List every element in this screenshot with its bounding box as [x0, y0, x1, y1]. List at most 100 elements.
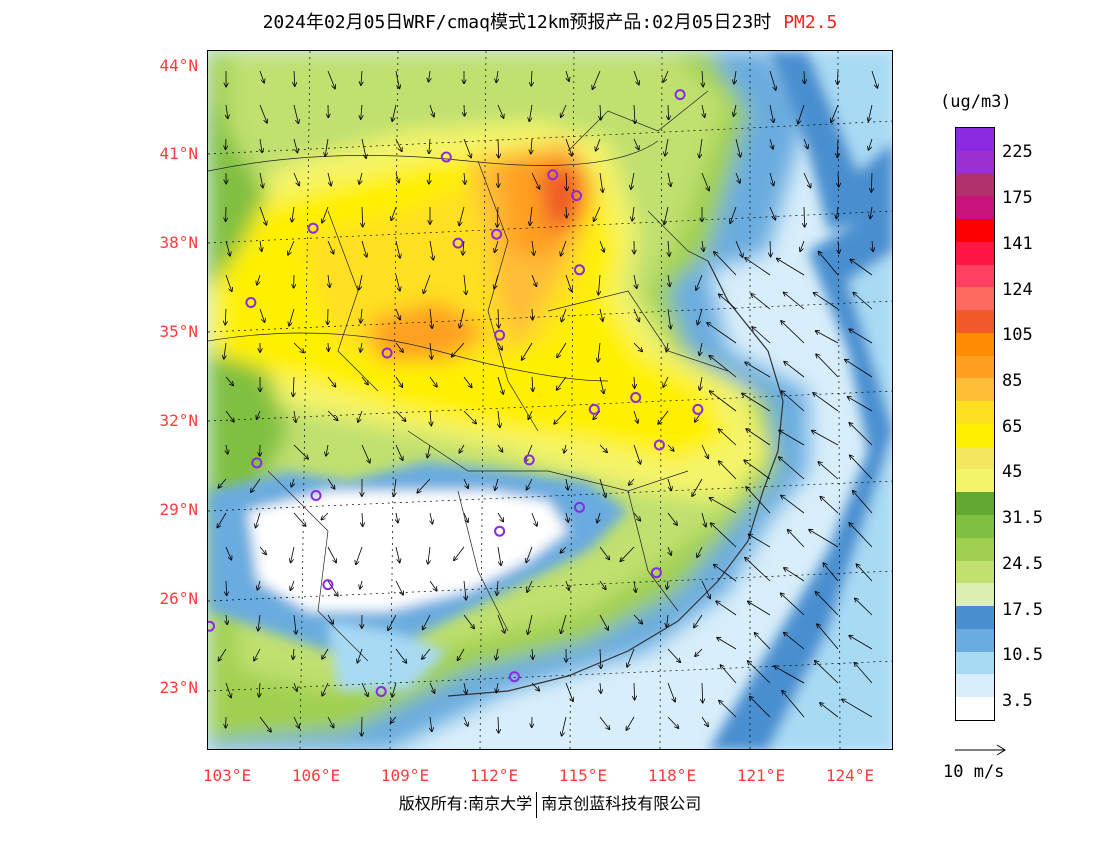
- lon-label: 109°E: [380, 766, 430, 785]
- city-marker: [452, 237, 464, 249]
- wind-arrow: [289, 308, 295, 326]
- legend-label: 3.5: [1002, 691, 1033, 711]
- city-markers: [208, 89, 704, 697]
- city-marker: [375, 686, 387, 697]
- wind-arrow: [423, 614, 431, 630]
- wind-arrow: [871, 70, 877, 88]
- wind-arrow: [554, 410, 567, 424]
- wind-arrow: [257, 274, 261, 285]
- wind-arrow: [714, 252, 737, 276]
- wind-arrow: [429, 240, 433, 260]
- city-marker: [630, 392, 642, 403]
- city-marker: [245, 297, 257, 308]
- wind-arrow: [709, 356, 737, 378]
- wind-arrow: [361, 376, 368, 385]
- wind-arrow: [495, 478, 499, 490]
- colorbar: [955, 127, 995, 721]
- wind-arrow: [293, 138, 298, 153]
- wind-arrow: [667, 614, 669, 627]
- legend-label: 141: [1002, 234, 1033, 254]
- legend-label: 124: [1002, 280, 1033, 300]
- colorbar-swatch: [956, 241, 994, 265]
- wind-arrow: [734, 70, 736, 84]
- wind-arrow: [531, 138, 532, 154]
- wind-arrow: [820, 497, 839, 514]
- lat-label: 26°N: [159, 589, 198, 608]
- wind-arrow: [525, 444, 533, 462]
- wind-arrow: [707, 323, 737, 344]
- wind-arrow: [784, 633, 805, 650]
- wind-arrow: [259, 70, 264, 83]
- wind-arrow: [527, 478, 533, 490]
- wind-arrow: [819, 252, 839, 276]
- wind-arrow: [290, 580, 295, 590]
- wind-arrow: [561, 614, 567, 633]
- coastline: [447, 260, 784, 697]
- wind-arrow: [395, 308, 400, 320]
- wind-arrow: [557, 376, 567, 390]
- province-borders: [208, 90, 729, 662]
- wind-arrow: [597, 512, 600, 523]
- city-marker: [307, 222, 319, 234]
- wind-arrow: [531, 172, 540, 189]
- colorbar-swatch: [956, 128, 994, 151]
- wind-arrow: [259, 206, 266, 225]
- wind-arrow: [259, 546, 266, 554]
- wind-arrow: [599, 546, 609, 560]
- wind-arrow: [293, 716, 299, 728]
- wind-arrow: [818, 462, 839, 480]
- wind-arrow: [667, 444, 674, 451]
- wind-arrow: [395, 240, 400, 258]
- legend-label: 24.5: [1002, 554, 1043, 574]
- wind-arrow: [327, 478, 335, 489]
- wind-arrow: [634, 274, 637, 288]
- wind-arrow: [714, 565, 737, 582]
- colorbar-swatch: [956, 401, 994, 424]
- wind-arrow: [430, 308, 432, 328]
- city-marker: [251, 457, 263, 469]
- wind-arrow: [668, 274, 670, 286]
- wind-arrow: [633, 138, 639, 150]
- colorbar-swatch: [956, 332, 994, 356]
- wind-arrow: [327, 70, 335, 89]
- wind-arrow: [224, 342, 226, 359]
- wind-arrow: [769, 172, 774, 186]
- wind-arrow: [633, 410, 638, 423]
- wind-arrow: [395, 546, 400, 563]
- wind-arrow: [260, 240, 262, 251]
- wind-arrow: [464, 682, 466, 694]
- wind-arrow: [497, 546, 501, 565]
- wind-arrow: [565, 682, 573, 701]
- lat-label: 35°N: [159, 322, 198, 341]
- wind-arrow: [463, 138, 471, 158]
- wind-arrow: [361, 308, 362, 323]
- wind-arrow: [358, 410, 363, 422]
- wind-arrow: [837, 138, 838, 157]
- wind-arrow: [869, 138, 873, 150]
- wind-arrow: [849, 423, 873, 446]
- wind-arrow: [322, 648, 329, 659]
- wind-arrow: [463, 376, 472, 387]
- wind-arrow: [634, 104, 635, 123]
- wind-arrow: [744, 460, 771, 480]
- wind-arrow: [459, 206, 465, 226]
- wind-arrow: [668, 240, 669, 256]
- wind-arrow: [784, 568, 805, 582]
- wind-arrow: [836, 206, 838, 218]
- wind-arrow: [694, 614, 703, 627]
- wind-arrow: [463, 240, 464, 255]
- wind-arrow: [853, 293, 873, 310]
- colorbar-swatch: [956, 264, 994, 288]
- wind-arrow: [531, 274, 536, 286]
- colorbar-swatch: [956, 560, 994, 584]
- wind-arrow: [837, 70, 838, 84]
- city-marker: [574, 264, 585, 276]
- wind-arrow: [566, 478, 568, 490]
- wind-arrow: [463, 410, 476, 424]
- wind-arrow: [849, 523, 873, 548]
- colorbar-swatch: [956, 697, 994, 720]
- wind-arrow: [566, 70, 569, 81]
- lat-label: 41°N: [159, 144, 198, 163]
- lon-label: 115°E: [558, 766, 608, 785]
- wind-arrow: [561, 104, 567, 117]
